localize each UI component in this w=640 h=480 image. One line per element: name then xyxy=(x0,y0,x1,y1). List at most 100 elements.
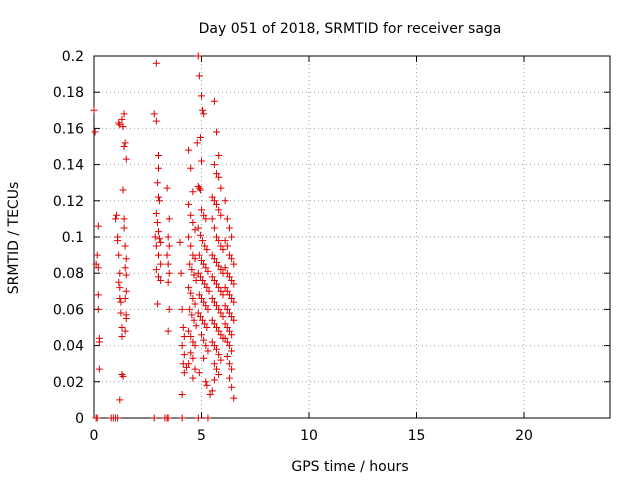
data-point xyxy=(213,345,221,353)
data-point xyxy=(164,278,172,286)
data-point xyxy=(112,215,119,223)
data-point xyxy=(213,280,221,288)
data-point xyxy=(225,309,233,317)
data-point xyxy=(210,224,218,232)
data-point xyxy=(114,237,122,245)
data-point xyxy=(208,273,216,281)
data-point xyxy=(116,269,124,277)
data-point xyxy=(203,324,211,331)
data-point xyxy=(191,226,199,234)
data-point xyxy=(200,354,208,362)
data-point xyxy=(228,295,236,303)
data-point xyxy=(213,258,221,266)
chart-title: Day 051 of 2018, SRMTID for receiver sag… xyxy=(199,21,502,37)
data-point xyxy=(215,284,223,292)
data-point xyxy=(113,211,121,219)
x-tick-label: 10 xyxy=(300,428,318,444)
data-point xyxy=(223,287,231,295)
data-point xyxy=(117,298,125,306)
data-point xyxy=(94,222,102,230)
data-point xyxy=(176,238,184,246)
y-tick-label: 0.18 xyxy=(53,85,84,101)
data-point xyxy=(185,200,193,208)
data-point xyxy=(199,276,207,284)
data-point xyxy=(230,316,238,324)
data-point xyxy=(213,365,221,373)
data-point xyxy=(192,322,200,330)
data-point xyxy=(156,235,164,243)
data-point xyxy=(116,121,124,129)
data-point xyxy=(155,273,162,281)
data-point xyxy=(221,334,229,342)
data-point xyxy=(115,119,123,127)
data-point xyxy=(178,390,186,398)
data-point xyxy=(208,387,216,395)
data-point xyxy=(119,372,127,380)
x-tick-label: 15 xyxy=(408,428,426,444)
data-point xyxy=(228,313,236,321)
data-point xyxy=(194,182,202,190)
data-point xyxy=(164,414,172,422)
data-point xyxy=(228,255,236,263)
data-point xyxy=(95,338,103,346)
data-point xyxy=(208,338,216,346)
data-point xyxy=(155,152,162,160)
data-point xyxy=(210,376,218,384)
data-point xyxy=(221,320,229,328)
data-point xyxy=(228,276,236,284)
data-point xyxy=(118,115,126,123)
data-point xyxy=(165,242,173,250)
data-point xyxy=(119,186,127,194)
y-tick-label: 0.2 xyxy=(62,49,84,65)
data-point xyxy=(157,276,165,284)
data-point xyxy=(210,255,218,263)
data-point xyxy=(210,360,218,368)
data-point xyxy=(118,324,126,331)
data-point xyxy=(165,269,173,277)
data-point xyxy=(189,354,197,362)
data-point xyxy=(215,351,223,359)
data-point xyxy=(118,371,126,379)
data-point xyxy=(228,347,236,355)
x-tick-label: 0 xyxy=(90,428,99,444)
data-point xyxy=(119,123,127,131)
data-point xyxy=(201,242,209,250)
data-point xyxy=(225,342,233,350)
data-point xyxy=(228,365,236,373)
data-point xyxy=(215,371,223,379)
data-point xyxy=(217,287,225,295)
data-point xyxy=(213,200,221,208)
data-point xyxy=(228,383,236,391)
data-point xyxy=(204,347,212,355)
data-point xyxy=(196,186,204,194)
data-point xyxy=(210,97,218,105)
data-point xyxy=(203,381,211,389)
data-point xyxy=(217,242,225,250)
data-point xyxy=(225,360,233,368)
data-point xyxy=(94,264,102,272)
data-point xyxy=(230,280,238,288)
data-point xyxy=(228,233,236,241)
data-point xyxy=(194,224,202,232)
data-point xyxy=(221,264,229,272)
data-point xyxy=(205,287,213,295)
data-point xyxy=(213,324,221,331)
data-point xyxy=(157,238,165,246)
data-point xyxy=(223,269,231,277)
data-point xyxy=(225,224,233,232)
data-point xyxy=(210,276,218,284)
data-point xyxy=(221,302,229,310)
data-point xyxy=(194,309,202,317)
data-point xyxy=(206,390,214,398)
data-point xyxy=(200,211,208,219)
data-point xyxy=(190,271,198,279)
data-point xyxy=(199,316,207,324)
data-point xyxy=(189,295,197,303)
data-point xyxy=(91,128,99,136)
data-point xyxy=(152,59,160,67)
data-point xyxy=(195,251,203,259)
data-point xyxy=(213,302,221,310)
data-point xyxy=(180,333,188,341)
data-point xyxy=(202,302,210,310)
data-point xyxy=(223,338,231,346)
